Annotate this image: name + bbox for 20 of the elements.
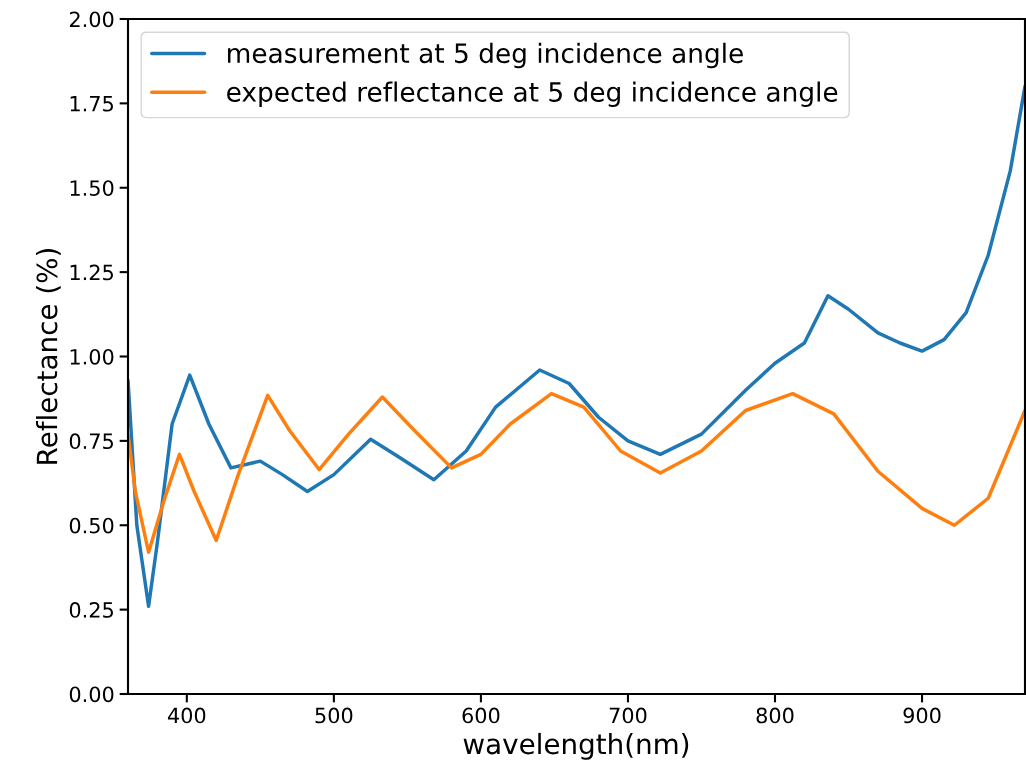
legend-label: measurement at 5 deg incidence angle <box>228 42 743 69</box>
y-tick-label: 1.50 <box>70 180 114 196</box>
x-tick-label: 900 <box>903 707 941 724</box>
y-tick-label: 1.75 <box>70 96 113 112</box>
x-tick-label: 400 <box>167 707 206 724</box>
y-tick-label: 0.00 <box>69 686 114 703</box>
y-tick-label: 0.75 <box>69 433 113 450</box>
x-axis-title: wavelength(nm) <box>463 732 689 760</box>
x-tick-label: 600 <box>462 707 500 724</box>
x-tick-label: 800 <box>756 707 794 724</box>
y-tick-label: 0.50 <box>69 517 114 534</box>
x-tick-label: 700 <box>609 707 647 724</box>
x-tick-label: 500 <box>315 707 353 724</box>
y-tick-label: 1.25 <box>70 264 113 281</box>
y-tick-label: 0.25 <box>69 602 113 618</box>
legend-label: expected reflectance at 5 deg incidence angle <box>227 81 838 108</box>
y-tick-label: 1.00 <box>70 348 114 365</box>
y-tick-label: 2.00 <box>69 11 114 28</box>
line-series <box>128 391 1025 554</box>
y-axis-title: Reflectance (%) <box>35 249 61 464</box>
